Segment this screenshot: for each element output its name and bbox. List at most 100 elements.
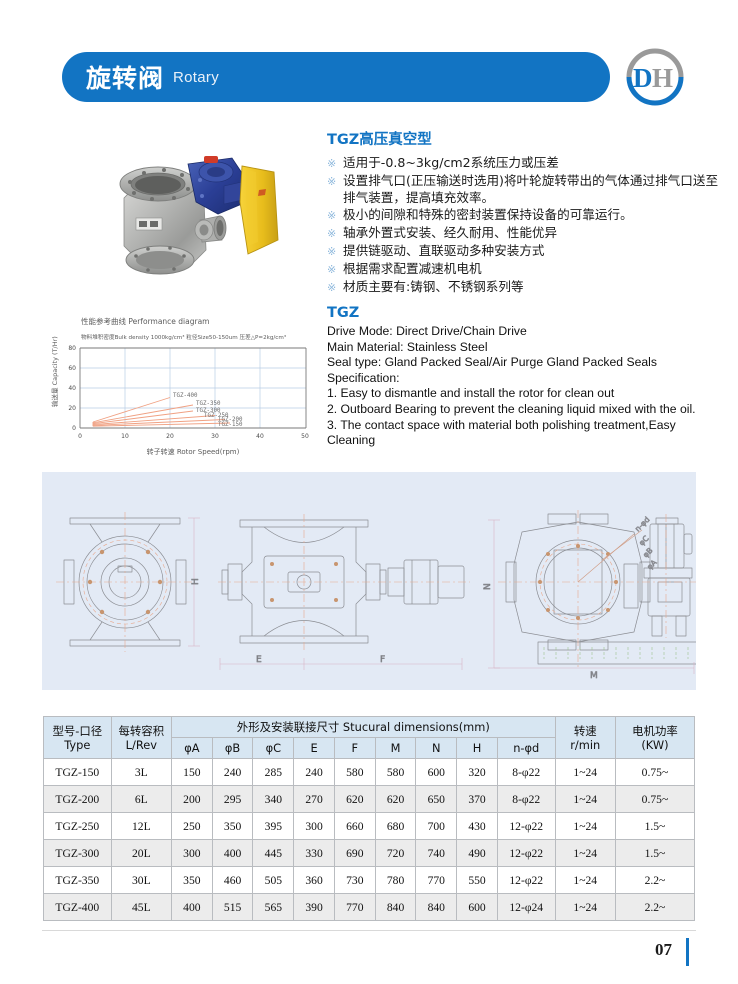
- cell-phi-b: 240: [211, 758, 254, 786]
- feature-heading: TGZ高压真空型: [327, 132, 432, 148]
- col-header-type-en: Type: [64, 737, 91, 752]
- spec-line: Main Material: Stainless Steel: [327, 339, 488, 354]
- bullet-icon: ※: [327, 263, 337, 277]
- bullet-icon: ※: [327, 209, 337, 223]
- dimension-label-n: N: [483, 583, 493, 590]
- list-item-label: 提供链驱动、直联驱动多种安装方式: [343, 243, 545, 259]
- list-item: ※ 设置排气口(正压输送时选用)将叶轮旋转带出的气体通过排气口送至排气装置，提高…: [327, 173, 727, 206]
- chart-xlabel: 转子转速 Rotor Speed(rpm): [147, 447, 240, 456]
- cell-n-phi-d: 12-φ24: [496, 893, 556, 921]
- cell-phi-c: 445: [252, 839, 295, 867]
- col-header-phi-b: φB: [211, 737, 254, 759]
- cell-f: 730: [333, 866, 376, 894]
- cell-phi-b: 460: [211, 866, 254, 894]
- col-header-type-cn: 型号-口径: [52, 723, 103, 738]
- dimension-label-phib: φB: [641, 546, 655, 560]
- section-title-cn: 旋转阀: [86, 64, 165, 93]
- bullet-icon: ※: [327, 281, 337, 295]
- spec-line: Drive Mode: Direct Drive/Chain Drive: [327, 324, 527, 338]
- page-footer: 07: [0, 930, 738, 984]
- cell-n: 740: [415, 839, 458, 867]
- table-row: TGZ-200 6L 200 295 340 270 620 620 650 3…: [43, 785, 696, 813]
- col-header-e: E: [293, 737, 335, 759]
- cell-e: 300: [293, 812, 335, 840]
- technical-drawings-panel: H: [42, 472, 696, 690]
- drawing-plan-view: [505, 513, 696, 665]
- chart-series-tgz300: [92, 410, 194, 425]
- bullet-icon: ※: [327, 157, 337, 170]
- cell-m: 780: [374, 866, 417, 894]
- col-header-m: M: [374, 737, 417, 759]
- leader-lines: [577, 529, 643, 583]
- cell-m: 840: [374, 893, 417, 921]
- cell-phi-b: 515: [211, 893, 254, 921]
- cell-power: 2.2~: [614, 866, 696, 894]
- chart-ytick: 80: [68, 345, 76, 352]
- cell-phi-b: 350: [211, 812, 254, 840]
- cell-phi-a: 250: [171, 812, 213, 840]
- performance-chart: 性能参考曲线 Performance diagram 物料堆积密度Bulk de…: [48, 312, 316, 460]
- cell-n-phi-d: 12-φ22: [496, 812, 556, 840]
- cell-m: 620: [374, 785, 417, 813]
- chart-series-tgz400: [92, 397, 171, 423]
- chart-xtick: 50: [301, 433, 309, 440]
- cell-phi-c: 340: [252, 785, 295, 813]
- cell-speed: 1~24: [554, 812, 616, 840]
- chart-series-tgz200: [92, 419, 226, 426]
- chart-series-label: TGZ-350: [196, 401, 221, 407]
- cell-n-phi-d: 12-φ22: [496, 839, 556, 867]
- chart-subtitle: 物料堆积密度Bulk density 1000kg/cm³ 粒径Size50-1…: [81, 333, 286, 341]
- chart-series-label: TGZ-150: [218, 422, 243, 428]
- feature-list: ※ 适用于-0.8~3kg/cm2系统压力或压差 ※ 设置排气口(正压输送时选用…: [327, 155, 727, 296]
- chart-ytick: 60: [68, 365, 76, 372]
- list-item: ※ 极小的间隙和特殊的密封装置保持设备的可靠运行。: [327, 207, 727, 224]
- cell-speed: 1~24: [554, 785, 616, 813]
- cell-type: TGZ-200: [43, 785, 112, 813]
- chart-xtick: 30: [211, 433, 219, 440]
- table-header-row: 型号-口径 Type 每转容积 L/Rev 外形及安装联接尺寸 Stucural…: [43, 716, 696, 759]
- cell-phi-a: 350: [171, 866, 213, 894]
- cell-h: 320: [456, 758, 498, 786]
- cell-h: 600: [456, 893, 498, 921]
- cell-power: 1.5~: [614, 839, 696, 867]
- chart-ylabel: 输送量 Capacity (T/Hr): [50, 336, 59, 407]
- cell-h: 490: [456, 839, 498, 867]
- specification-table: 型号-口径 Type 每转容积 L/Rev 外形及安装联接尺寸 Stucural…: [43, 716, 696, 921]
- col-header-power: 电机功率 (KW): [614, 716, 696, 759]
- cell-phi-a: 400: [171, 893, 213, 921]
- specification-block: TGZ Drive Mode: Direct Drive/Chain Drive…: [327, 305, 727, 449]
- cell-power: 1.5~: [614, 812, 696, 840]
- col-header-power-cn: 电机功率: [632, 723, 678, 738]
- list-item-label: 设置排气口(正压输送时选用)将叶轮旋转带出的气体通过排气口送至排气装置，提高填充…: [343, 173, 719, 205]
- chart-xtick: 20: [166, 433, 174, 440]
- col-header-volume-en: L/Rev: [125, 737, 157, 752]
- cell-power: 0.75~: [614, 758, 696, 786]
- cell-type: TGZ-400: [43, 893, 112, 921]
- cell-volume: 12L: [110, 812, 173, 840]
- col-header-type: 型号-口径 Type: [43, 716, 112, 759]
- section-title-banner: 旋转阀 Rotary: [62, 52, 610, 102]
- col-header-speed: 转速 r/min: [554, 716, 616, 759]
- cell-volume: 45L: [110, 893, 173, 921]
- col-header-phi-c: φC: [252, 737, 295, 759]
- list-item: ※ 提供链驱动、直联驱动多种安装方式: [327, 243, 727, 260]
- product-photo: [96, 142, 312, 288]
- spec-line: 3. The contact space with material both …: [327, 417, 676, 432]
- col-header-h: H: [456, 737, 498, 759]
- chart-ytick: 0: [72, 425, 76, 432]
- table-row: TGZ-350 30L 350 460 505 360 730 780 770 …: [43, 866, 696, 894]
- cell-f: 770: [333, 893, 376, 921]
- cell-e: 360: [293, 866, 335, 894]
- cell-n-phi-d: 12-φ22: [496, 866, 556, 894]
- page-header: 旋转阀 Rotary D H: [0, 0, 738, 120]
- chart-xtick: 40: [256, 433, 264, 440]
- cell-phi-a: 200: [171, 785, 213, 813]
- chart-xtick: 10: [121, 433, 129, 440]
- list-item: ※ 适用于-0.8~3kg/cm2系统压力或压差: [327, 155, 727, 172]
- table-row: TGZ-250 12L 250 350 395 300 660 680 700 …: [43, 812, 696, 840]
- cell-m: 680: [374, 812, 417, 840]
- spec-heading: TGZ: [327, 305, 360, 321]
- drawing-centerline-2: [218, 514, 470, 652]
- list-item-label: 根据需求配置减速机电机: [343, 261, 482, 277]
